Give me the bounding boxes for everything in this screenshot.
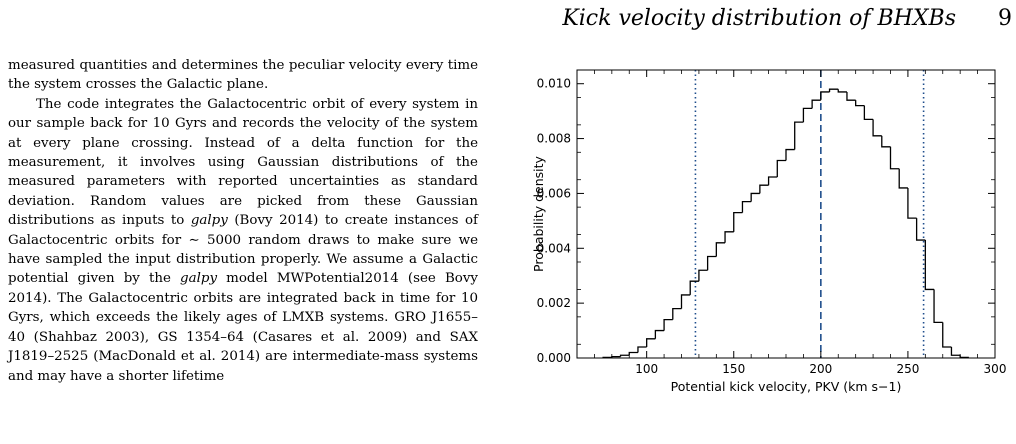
histogram-bin xyxy=(724,231,734,243)
histogram-bin xyxy=(785,148,795,161)
text-segment: measured quantities and determines the p… xyxy=(8,58,478,93)
x-axis-label: Potential kick velocity, PKV (km s−1) xyxy=(671,379,902,394)
histogram-bin xyxy=(950,347,961,356)
histogram-bin xyxy=(924,240,935,291)
histogram-bin xyxy=(715,242,726,257)
histogram-bin xyxy=(663,318,673,331)
histogram-bin xyxy=(680,294,691,309)
histogram-bin xyxy=(811,99,821,109)
x-tick-label: 100 xyxy=(635,362,658,376)
histogram-bin xyxy=(872,119,882,137)
text-segment: model MWPotential2014 (see Bovy 2014). T… xyxy=(8,271,478,384)
histogram-bin xyxy=(855,100,865,107)
histogram-bin xyxy=(741,201,752,213)
pkv-histogram-figure: 100 150 200 250 300 0.000 0.002 0.004 0.006 0.008… xyxy=(530,50,1016,444)
x-tick-label: 200 xyxy=(809,362,832,376)
histogram-bin xyxy=(820,91,830,101)
plot-frame xyxy=(576,69,996,359)
paragraph: The code integrates the Galactocentric o… xyxy=(8,95,478,386)
y-tick-label: 0.010 xyxy=(537,77,571,91)
histogram-bin xyxy=(881,135,891,148)
page-number: 9 xyxy=(998,6,1012,31)
histogram-bin xyxy=(794,121,804,150)
y-axis-label: Probability density xyxy=(531,155,546,271)
y-tick-label: 0.004 xyxy=(537,241,571,255)
running-title: Kick velocity distribution of BHXBs xyxy=(562,6,956,31)
histogram-bin xyxy=(689,280,699,295)
histogram-bin xyxy=(889,146,900,170)
histogram-bin xyxy=(837,89,847,93)
paragraph: measured quantities and determines the p… xyxy=(8,56,478,95)
y-tick-label: 0.006 xyxy=(537,186,571,200)
text-segment: (Bovy 2014) to create instances of Galac… xyxy=(8,213,478,287)
histogram-bin xyxy=(637,346,647,353)
x-tick-label: 300 xyxy=(984,362,1007,376)
y-tick-label: 0.000 xyxy=(537,351,571,365)
histogram-bin xyxy=(846,91,856,101)
histogram-bin xyxy=(619,354,630,357)
histogram-bin xyxy=(672,307,682,320)
y-tick-label: 0.002 xyxy=(537,296,571,310)
histogram-bin xyxy=(933,289,943,323)
histogram-bin xyxy=(959,355,969,359)
histogram-bin xyxy=(611,355,621,358)
histogram-bin xyxy=(767,176,778,186)
italic-text: galpy xyxy=(180,271,218,287)
histogram-bin xyxy=(628,351,638,356)
pkv-histogram-chart: 100 150 200 250 300 0.000 0.002 0.004 0.006 0.008… xyxy=(531,69,1007,394)
page-header: Kick velocity distribution of BHXBs 9 xyxy=(0,0,1016,40)
histogram-bin xyxy=(907,187,917,219)
histogram-bin xyxy=(898,168,908,189)
histogram-bin xyxy=(776,159,786,177)
histogram-bin xyxy=(706,255,717,271)
histogram-bin xyxy=(698,269,708,282)
body-text-column: measured quantities and determines the p… xyxy=(8,56,478,386)
text-segment: The code integrates the Galactocentric o… xyxy=(8,96,478,229)
italic-text: galpy xyxy=(190,213,228,229)
histogram-bin xyxy=(942,322,952,348)
histogram-bin xyxy=(750,192,760,202)
x-tick-label: 150 xyxy=(722,362,745,376)
histogram-bin xyxy=(828,88,839,92)
histogram-bin xyxy=(863,105,874,121)
histogram-bin xyxy=(915,218,926,241)
histogram-bin xyxy=(802,107,813,123)
histogram-bin xyxy=(654,329,665,339)
histogram-bin xyxy=(646,338,656,348)
y-tick-label: 0.008 xyxy=(537,132,571,146)
histogram-bin xyxy=(759,184,769,194)
x-tick-label: 250 xyxy=(896,362,919,376)
histogram-bin xyxy=(733,211,743,232)
